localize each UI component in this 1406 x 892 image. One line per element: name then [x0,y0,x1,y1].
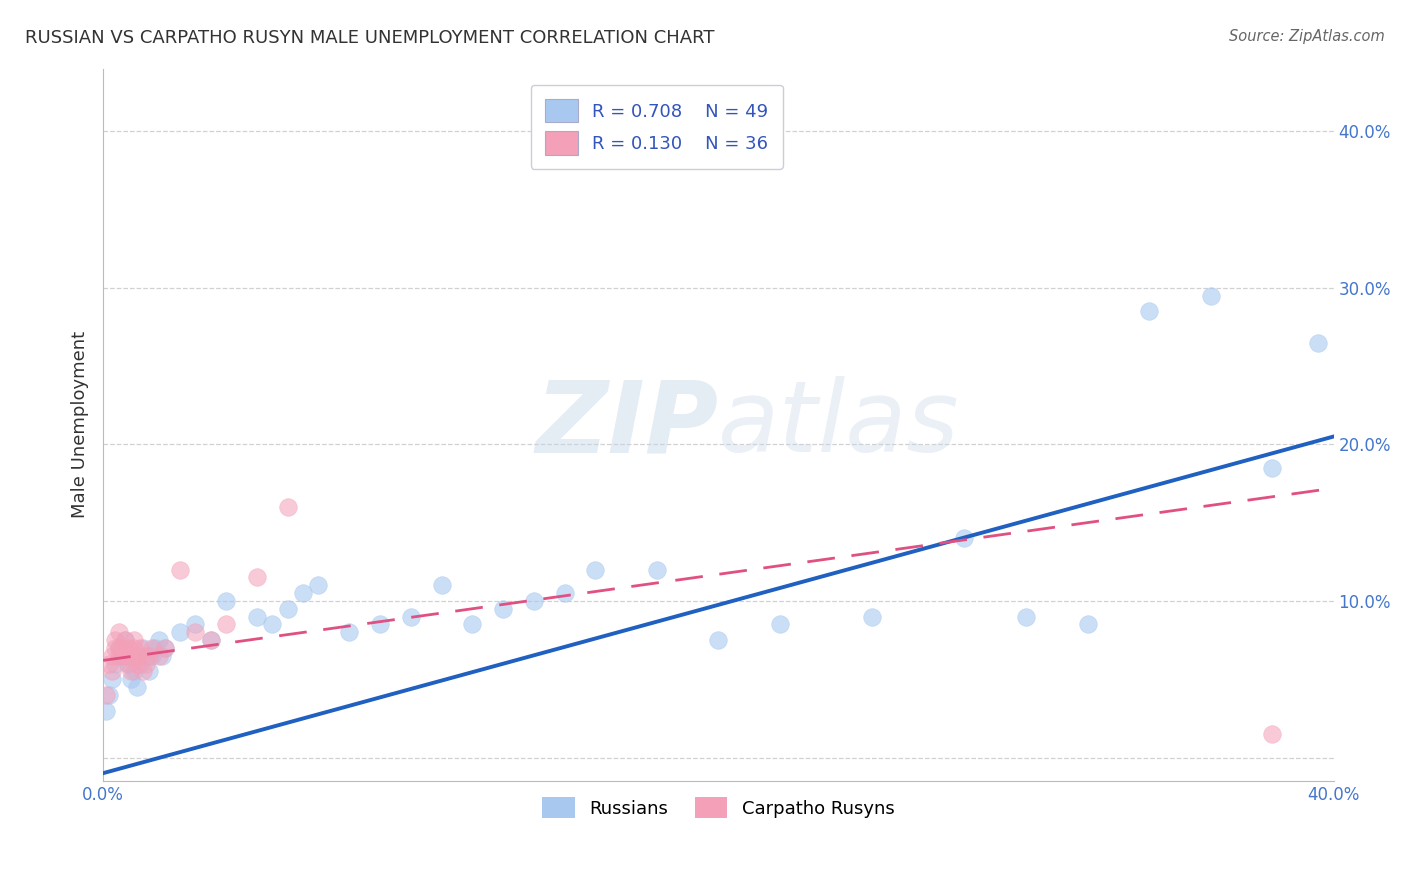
Point [129,640,152,655]
Point [96,688,118,702]
Point [169,625,191,640]
Point [122,633,145,648]
Point [138,648,160,663]
Point [141,640,163,655]
Point [292,586,315,600]
Point [125,657,148,671]
Point [122,665,145,679]
Point [132,640,155,655]
Point [132,665,155,679]
Point [523,594,546,608]
Point [707,633,730,648]
Point [153,640,176,655]
Point [104,640,127,655]
Point [337,625,360,640]
Point [215,594,238,608]
Point [120,648,142,663]
Point [583,563,606,577]
Point [148,633,170,648]
Point [1261,727,1284,741]
Point [107,648,129,663]
Point [1076,617,1098,632]
Text: RUSSIAN VS CARPATHO RUSYN MALE UNEMPLOYMENT CORRELATION CHART: RUSSIAN VS CARPATHO RUSYN MALE UNEMPLOYM… [25,29,714,46]
Point [1137,304,1160,318]
Point [148,648,170,663]
Point [104,657,127,671]
Text: ZIP: ZIP [536,376,718,474]
Point [554,586,576,600]
Point [135,657,157,671]
Point [110,648,132,663]
Point [153,640,176,655]
Point [141,648,163,663]
Point [107,640,129,655]
Point [368,617,391,632]
Point [117,657,139,671]
Point [769,617,792,632]
Point [117,640,139,655]
Point [114,633,136,648]
Point [150,648,173,663]
Text: Source: ZipAtlas.com: Source: ZipAtlas.com [1229,29,1385,44]
Point [1261,460,1284,475]
Point [308,578,330,592]
Point [262,617,284,632]
Point [246,609,269,624]
Point [129,648,152,663]
Point [645,563,668,577]
Point [184,625,207,640]
Point [98,688,121,702]
Point [129,657,152,671]
Point [125,680,148,694]
Point [492,601,515,615]
Point [101,672,124,686]
Point [110,640,132,655]
Point [125,648,148,663]
Point [135,648,157,663]
Point [200,633,222,648]
Point [200,633,222,648]
Point [277,601,299,615]
Point [138,665,160,679]
Point [215,617,238,632]
Point [114,633,136,648]
Point [101,665,124,679]
Y-axis label: Male Unemployment: Male Unemployment [72,331,89,518]
Point [461,617,484,632]
Text: atlas: atlas [718,376,960,474]
Point [117,657,139,671]
Point [184,617,207,632]
Point [98,657,121,671]
Point [1199,288,1222,302]
Point [104,633,127,648]
Point [1015,609,1038,624]
Point [110,648,132,663]
Point [101,648,124,663]
Point [953,531,976,545]
Point [120,665,142,679]
Point [277,500,299,514]
Point [399,609,422,624]
Point [169,563,191,577]
Point [430,578,453,592]
Point [1308,335,1330,350]
Point [107,625,129,640]
Point [114,648,136,663]
Point [145,640,167,655]
Point [120,672,142,686]
Point [122,640,145,655]
Point [96,704,118,718]
Point [246,570,269,584]
Legend: Russians, Carpatho Rusyns: Russians, Carpatho Rusyns [534,790,901,825]
Point [860,609,883,624]
Point [107,640,129,655]
